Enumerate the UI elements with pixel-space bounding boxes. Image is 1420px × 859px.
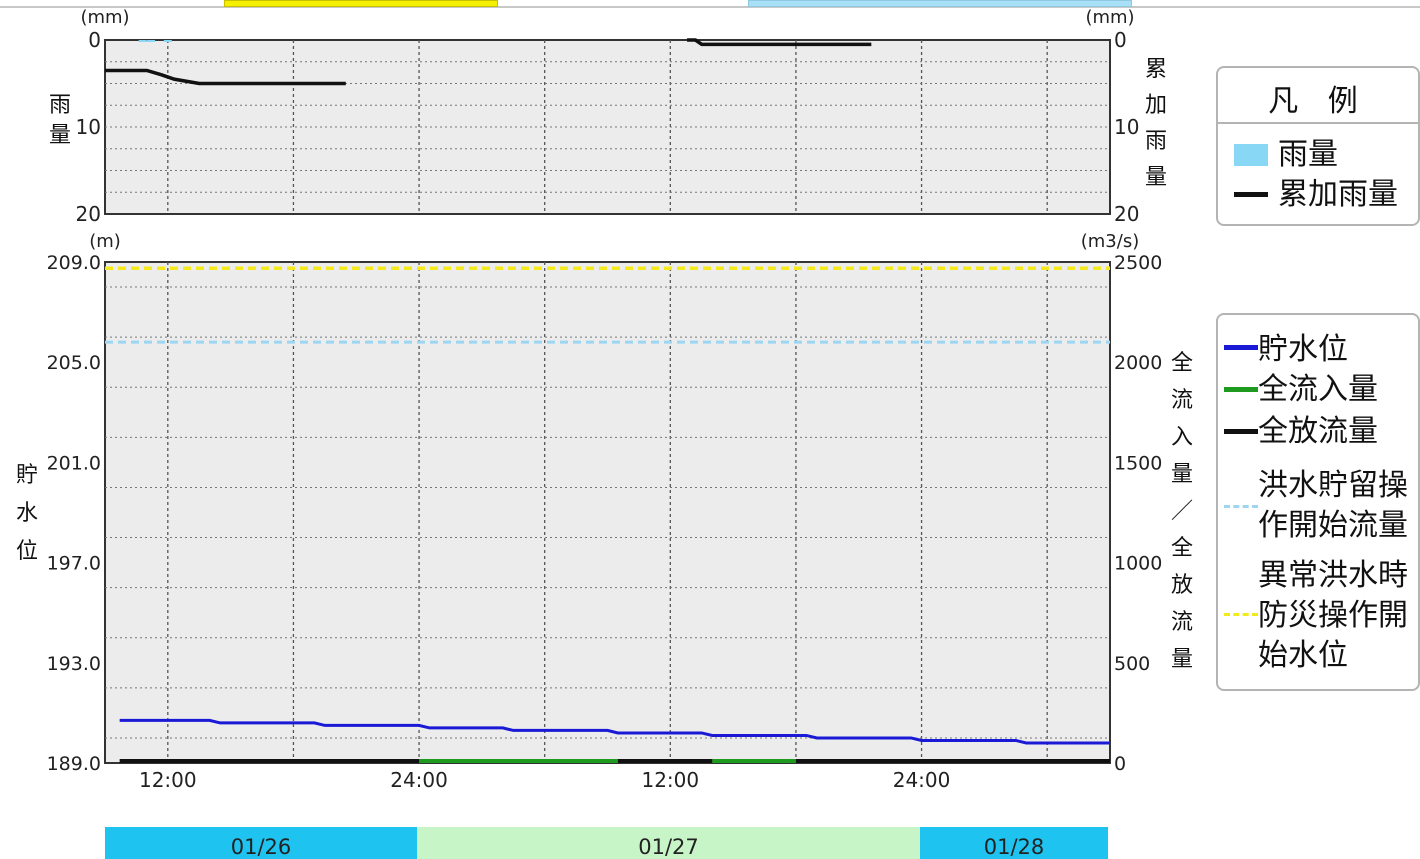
main-left-tick: 205.0 [47,352,101,374]
main-right-unit: (m3/s) [1081,231,1139,252]
abnormal-threshold-legend-label-line3: 始水位 [1258,638,1348,673]
rain-left-tick: 20 [76,202,101,226]
svg-text:量: 量 [1145,165,1167,190]
svg-text:全: 全 [1171,536,1193,561]
cumulative-rain-legend-swatch [1234,192,1268,197]
rain-left-unit: (mm) [80,7,129,28]
inflow-legend-label: 全流入量 [1258,372,1378,407]
storage-level-legend-swatch [1224,345,1258,350]
main-right-tick: 1000 [1114,553,1162,575]
rain-right-tick: 10 [1114,115,1139,139]
top-status-bar [0,0,1420,8]
svg-text:入: 入 [1171,425,1193,450]
main-left-tick: 193.0 [47,653,101,675]
svg-text:量: 量 [1171,647,1193,672]
storage-level-line [119,718,1110,745]
svg-text:貯: 貯 [16,463,38,488]
svg-text:全: 全 [1171,351,1193,376]
svg-text:累: 累 [1145,57,1167,82]
abnormal-threshold-legend-label-line1: 異常洪水時 [1258,558,1408,593]
svg-text:雨: 雨 [1145,129,1167,154]
date-band-label: 01/28 [984,835,1045,859]
svg-text:量: 量 [49,123,71,148]
flood-threshold-legend-label-line1: 洪水貯留操 [1258,468,1408,503]
status-segment-blue [748,0,1132,7]
inflow-legend-swatch [1224,387,1258,392]
outflow-legend-swatch [1224,429,1258,434]
rain-plot-area [104,39,1111,215]
date-band-label: 01/26 [231,835,292,859]
date-band [920,827,1108,859]
date-band-label: 01/27 [638,835,699,859]
rain-left-tick: 0 [88,28,101,52]
x-tick-label: 24:00 [893,768,951,792]
date-band [417,827,920,859]
abnormal-threshold-legend-swatch [1224,613,1258,616]
main-right-tick: 1500 [1114,452,1162,474]
outflow-legend-label: 全放流量 [1258,414,1378,449]
main-right-tick: 500 [1114,653,1150,675]
rain-bar [138,40,147,42]
rain-bar [163,40,172,42]
main-left-tick: 197.0 [47,553,101,575]
rain-right-tick: 0 [1114,28,1127,52]
storage-level-legend-label: 貯水位 [1258,332,1348,367]
main-left-tick: 209.0 [47,252,101,274]
svg-text:流: 流 [1171,388,1193,413]
abnormal-threshold-legend-label-line2: 防災操作開 [1258,598,1408,633]
rain-right-tick: 20 [1114,202,1139,226]
main-right-tick: 0 [1114,753,1126,775]
svg-text:加: 加 [1145,93,1167,118]
legend-title: 凡 例 [1268,84,1368,119]
flood-threshold-legend-swatch [1224,505,1258,508]
rain-legend-swatch [1234,144,1268,166]
main-left-tick: 201.0 [47,452,101,474]
main-left-axis-label: 貯水位 [16,463,38,564]
svg-text:水: 水 [16,501,38,526]
cumulative-rain-legend-label: 累加雨量 [1278,177,1398,212]
cumulative-rain-line [105,68,346,86]
date-band [105,827,417,859]
status-segment-yellow [224,0,498,7]
cumulative-rain-line [687,38,872,47]
main-legend: 貯水位 全流入量 全放流量 洪水貯留操 作開始流量 異常洪水時 防災操作開 始水… [1216,313,1420,691]
main-right-tick: 2000 [1114,352,1162,374]
svg-text:／: ／ [1171,499,1193,524]
flood-threshold-legend-label-line2: 作開始流量 [1258,508,1408,543]
main-left-unit: (m) [89,231,121,252]
svg-text:流: 流 [1171,610,1193,635]
svg-text:放: 放 [1171,573,1193,598]
rain-right-unit: (mm) [1085,7,1134,28]
x-tick-label: 12:00 [139,768,197,792]
main-plot-area [104,261,1111,764]
x-tick-label: 12:00 [641,768,699,792]
rain-left-tick: 10 [76,115,101,139]
main-right-axis-label: 全流入量／全放流量 [1171,351,1193,672]
svg-text:位: 位 [16,539,38,564]
rain-legend-label: 雨量 [1278,137,1338,172]
x-tick-label: 24:00 [390,768,448,792]
rain-right-axis-label: 累加雨量 [1145,57,1167,190]
rain-legend: 凡 例 雨量 累加雨量 [1216,66,1420,226]
rain-left-axis-label: 雨量 [49,93,71,148]
svg-text:量: 量 [1171,462,1193,487]
main-left-tick: 189.0 [47,753,101,775]
main-right-tick: 2500 [1114,252,1162,274]
svg-text:雨: 雨 [49,93,71,118]
legend-divider [1218,122,1418,124]
rain-bar [147,40,156,42]
